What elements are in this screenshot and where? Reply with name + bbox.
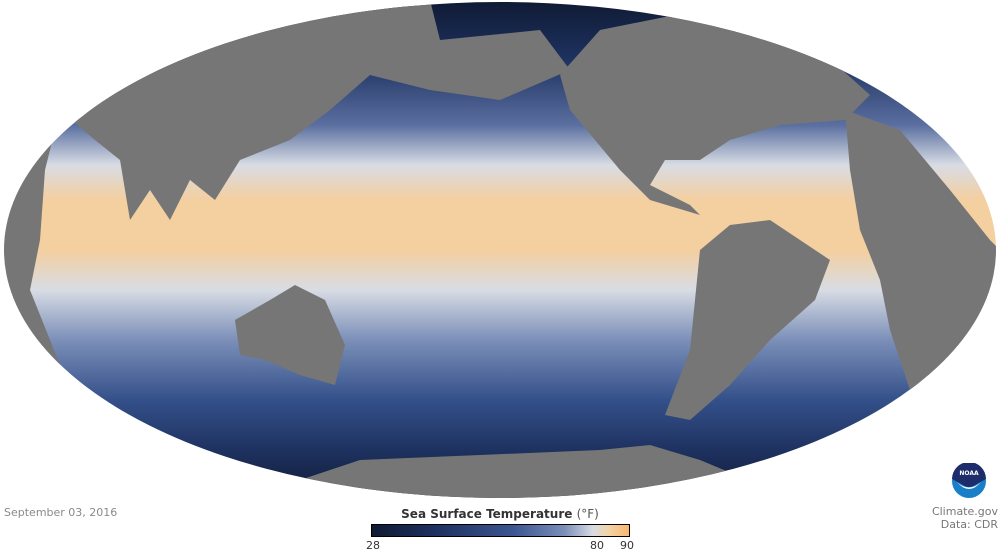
svg-text:NOAA: NOAA [959,470,979,477]
land-north-america [560,10,870,215]
color-scale-bar [371,524,630,537]
land-australia [235,285,345,385]
credit: Climate.gov Data: CDR [932,505,998,531]
legend-tick-mid: 80 [590,539,604,552]
legend-title: Sea Surface Temperature (°F) [360,507,640,521]
legend-tick-min: 28 [366,539,380,552]
legend-title-text: Sea Surface Temperature [401,507,573,521]
date-label: September 03, 2016 [4,506,118,519]
land-africa-west [845,110,996,390]
sea-surface-temperature-map [4,2,996,498]
legend-unit: (°F) [576,507,599,521]
legend-tick-max: 90 [620,539,634,552]
credit-data: Data: CDR [940,518,998,531]
credit-site: Climate.gov [931,505,998,518]
noaa-logo: NOAA [952,463,986,498]
land-south-america [665,220,830,420]
land-antarctica [300,445,760,498]
